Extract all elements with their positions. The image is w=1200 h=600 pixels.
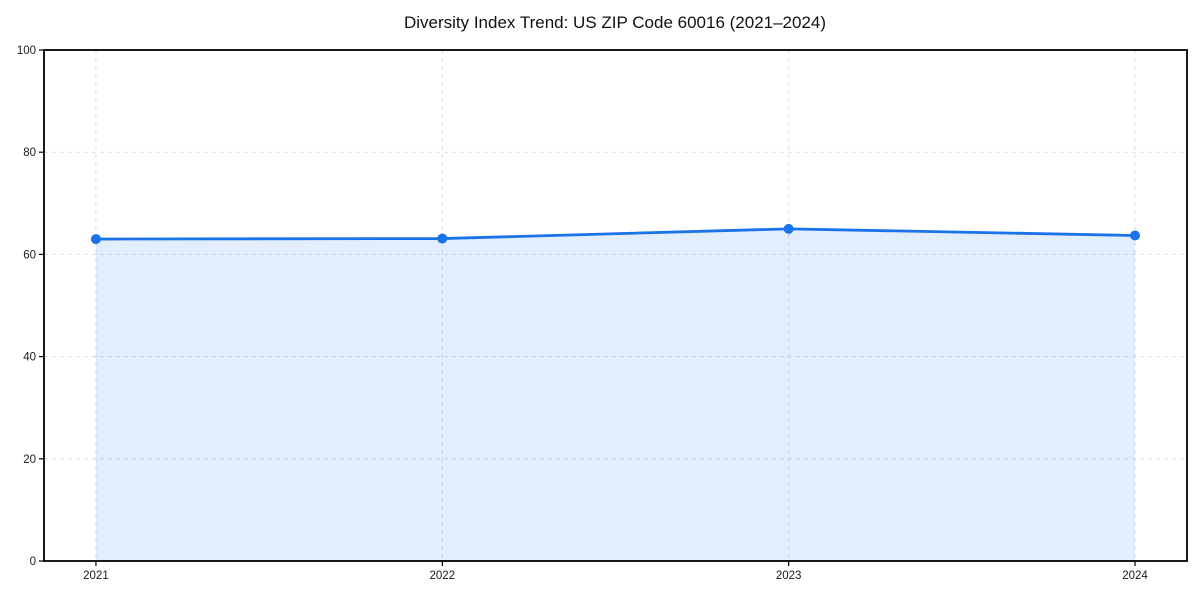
chart-title: Diversity Index Trend: US ZIP Code 60016… (404, 13, 826, 32)
data-point-2024 (1130, 230, 1141, 241)
data-point-2021 (90, 234, 101, 245)
area-layer (95, 228, 1136, 561)
y-tick-label-20: 20 (23, 454, 36, 466)
data-point-2023 (783, 223, 794, 234)
axis-layer: 0 20 40 60 80 100 2021 2022 2023 2024 (17, 45, 1188, 582)
area-fill (95, 228, 1136, 561)
y-tick-label-0: 0 (30, 556, 36, 568)
x-tick-label-2023: 2023 (776, 570, 802, 582)
y-tick-label-80: 80 (23, 147, 36, 159)
x-tick-label-2022: 2022 (430, 570, 456, 582)
marker-layer (90, 223, 1141, 245)
data-point-2022 (437, 233, 448, 244)
series-line (94, 227, 1137, 241)
y-tick-label-60: 60 (23, 249, 36, 261)
line-layer (94, 227, 1137, 241)
plot-frame (43, 49, 1188, 562)
y-tick-label-40: 40 (23, 352, 36, 364)
y-tick-label-100: 100 (17, 45, 36, 57)
x-tick-label-2021: 2021 (83, 570, 109, 582)
x-tick-label-2024: 2024 (1122, 570, 1148, 582)
